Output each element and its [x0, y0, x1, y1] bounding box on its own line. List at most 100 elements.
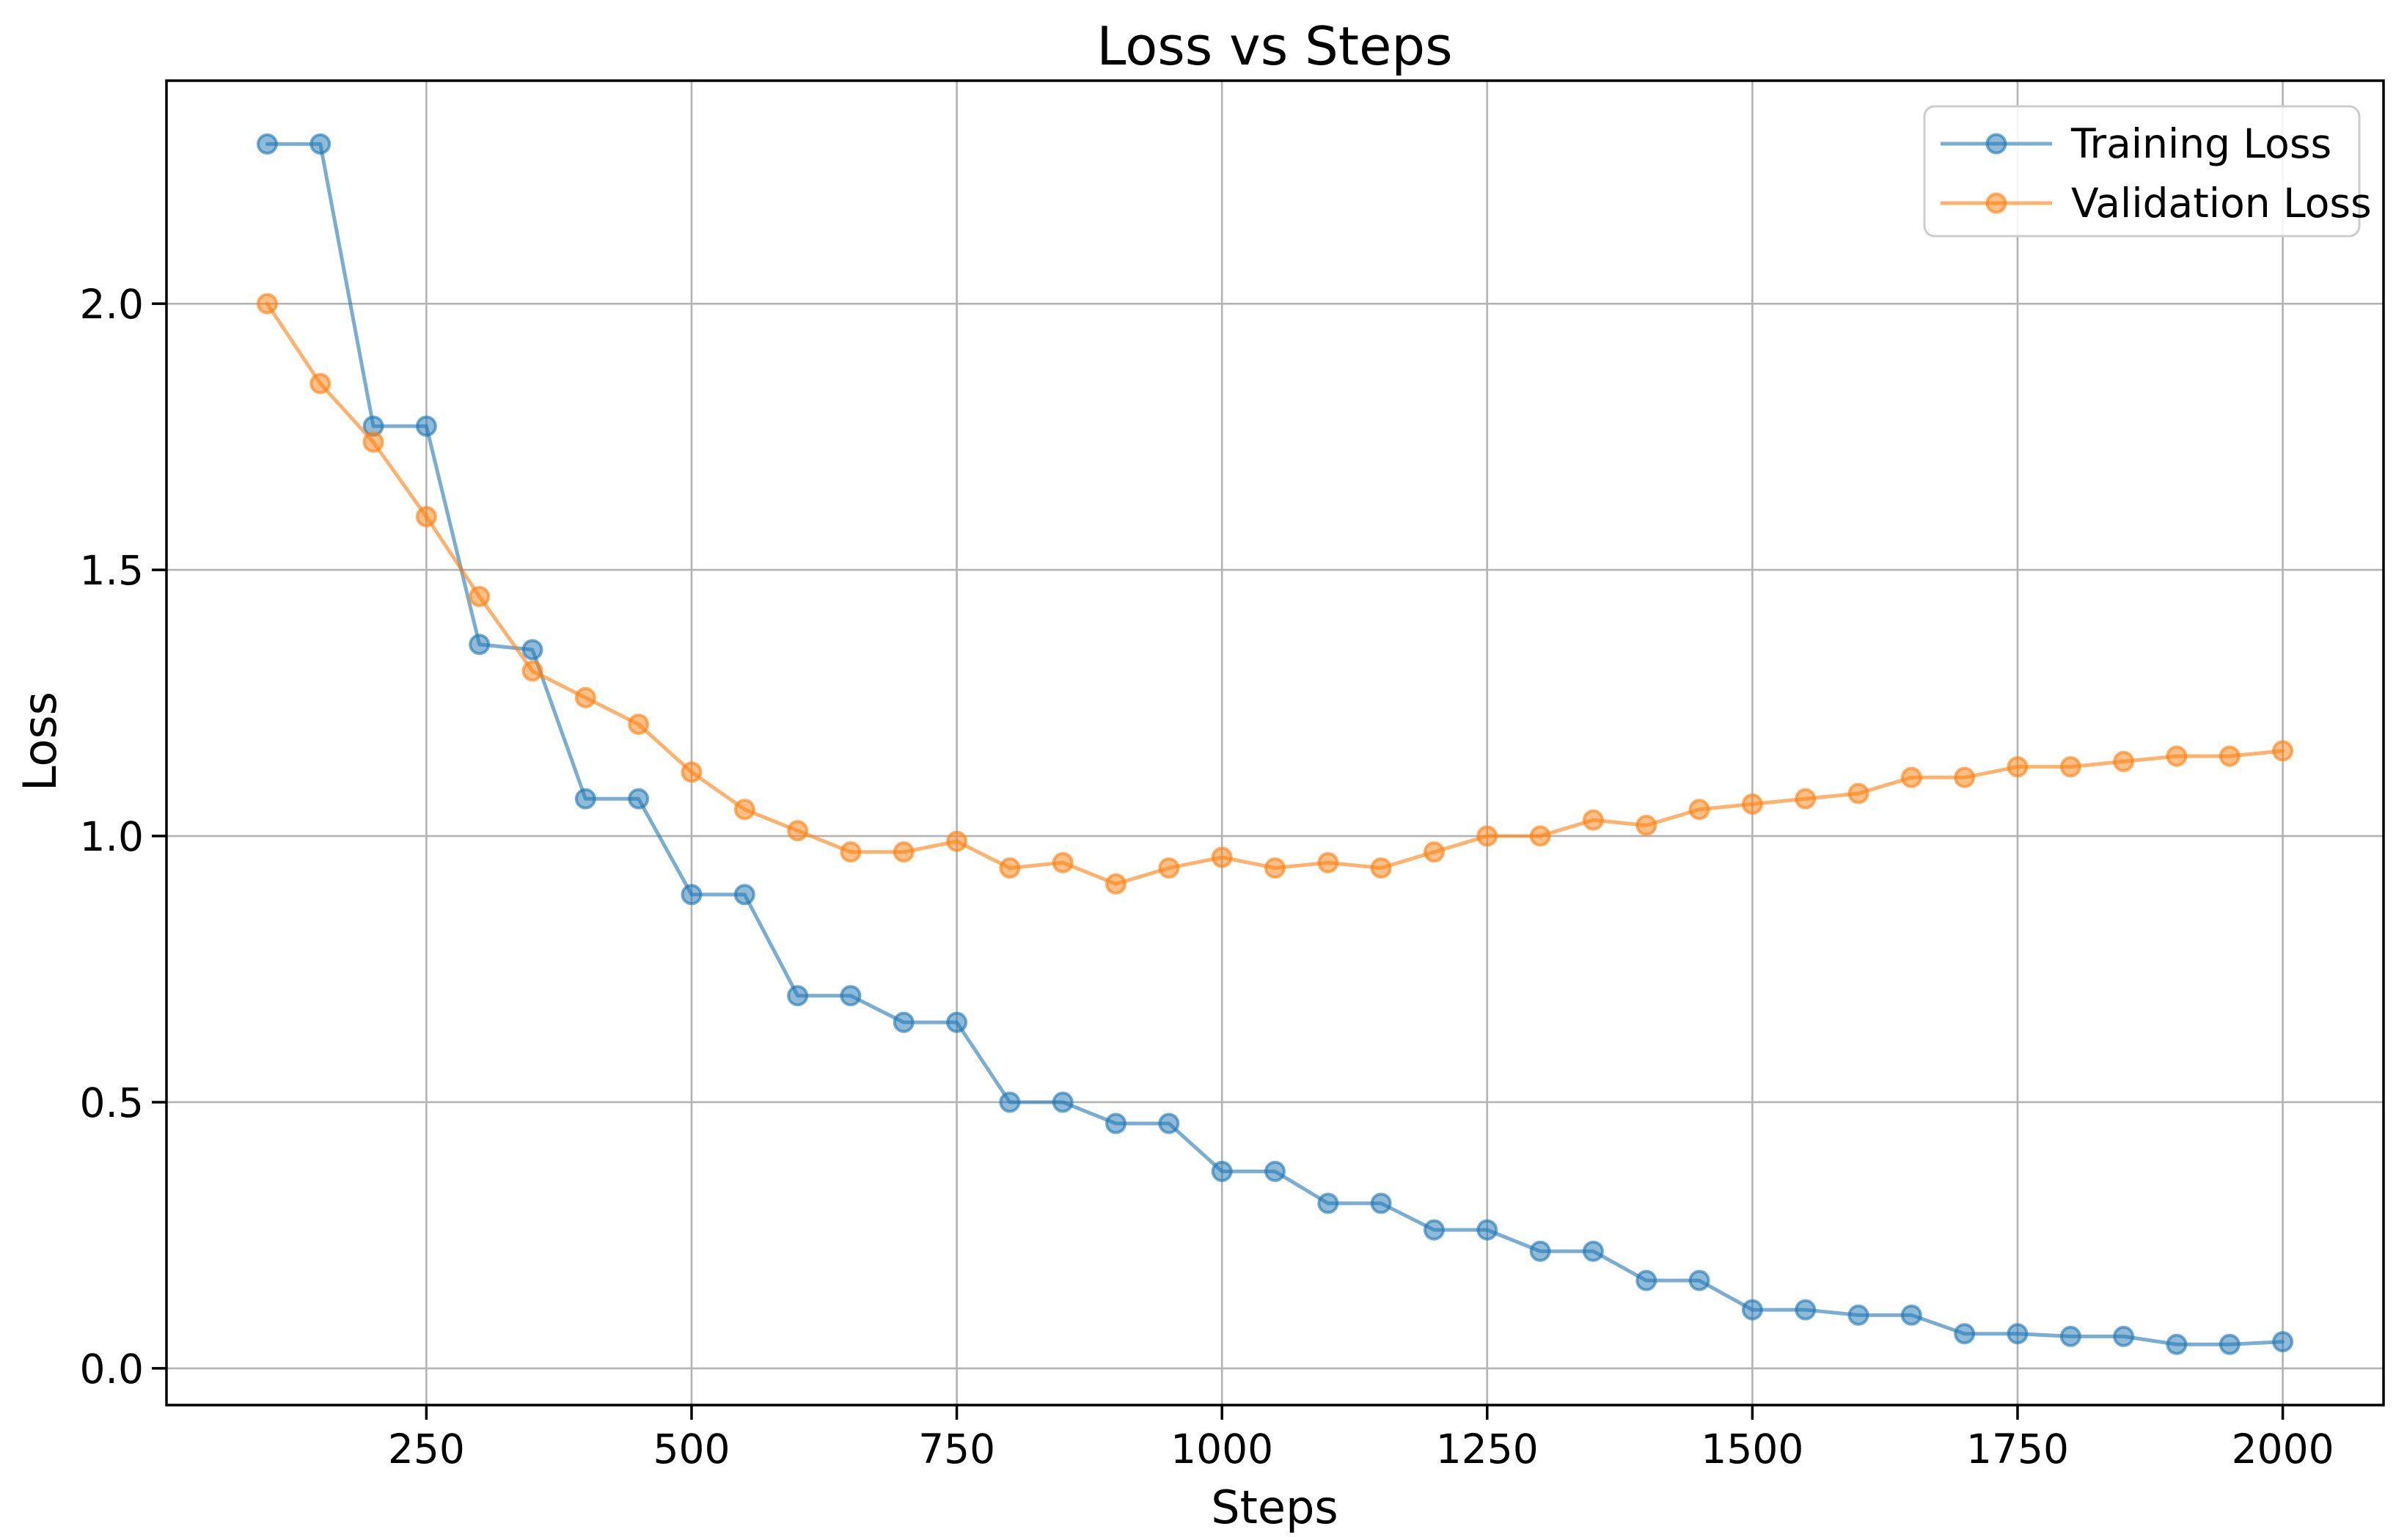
data-point-marker [733, 884, 755, 906]
data-point-marker [1052, 1091, 1074, 1113]
data-point-marker [415, 415, 437, 437]
data-point-marker [1741, 793, 1763, 815]
legend-marker-icon [1985, 133, 2007, 155]
gridlines [166, 81, 2384, 1405]
data-point-marker [999, 857, 1021, 879]
data-point-marker [1847, 782, 1869, 804]
x-tick-label: 1000 [1170, 1426, 1273, 1473]
data-point-marker [1158, 1112, 1180, 1134]
data-point-marker [1529, 1240, 1551, 1262]
data-point-marker [521, 639, 543, 661]
data-point-marker [1582, 1240, 1604, 1262]
data-point-marker [840, 985, 862, 1007]
data-point-marker [1317, 851, 1339, 873]
data-point-marker [1211, 846, 1233, 868]
data-point-marker [681, 884, 703, 906]
data-point-marker [628, 788, 650, 810]
data-point-marker [574, 788, 596, 810]
data-point-marker [469, 585, 491, 607]
data-point-marker [2219, 1333, 2241, 1355]
data-point-marker [256, 293, 278, 315]
data-series [256, 133, 2294, 1355]
data-point-marker [893, 1011, 915, 1033]
x-tick-label: 1750 [1966, 1426, 2069, 1473]
data-point-marker [1211, 1160, 1233, 1182]
y-tick-label: 1.5 [80, 547, 144, 594]
legend: Training Loss Validation Loss [1923, 105, 2372, 238]
data-point-marker [1635, 1269, 1657, 1291]
data-point-marker [2219, 745, 2241, 767]
data-point-marker [1370, 1192, 1392, 1214]
data-point-marker [469, 634, 491, 656]
data-point-marker [2166, 745, 2188, 767]
data-point-marker [840, 841, 862, 863]
legend-label: Validation Loss [2071, 180, 2372, 227]
data-point-marker [1954, 766, 1976, 788]
training-loss-markers [256, 133, 2294, 1355]
data-point-marker [2272, 1331, 2294, 1353]
legend-item-validation-loss: Validation Loss [1941, 180, 2372, 227]
data-point-marker [1476, 1219, 1498, 1241]
data-point-marker [893, 841, 915, 863]
data-point-marker [1795, 788, 1817, 810]
x-axis-label: Steps [1211, 1481, 1338, 1534]
x-tick-label: 250 [388, 1426, 465, 1473]
data-point-marker [1423, 841, 1445, 863]
data-point-marker [1052, 851, 1074, 873]
data-point-marker [999, 1091, 1021, 1113]
data-point-marker [1264, 857, 1286, 879]
data-point-marker [1529, 825, 1551, 847]
data-point-marker [946, 1011, 968, 1033]
data-point-marker [2059, 756, 2081, 778]
data-point-marker [2007, 756, 2029, 778]
data-point-marker [1582, 809, 1604, 831]
data-point-marker [628, 714, 650, 736]
data-point-marker [1317, 1192, 1339, 1214]
validation-loss-series [256, 293, 2294, 895]
data-point-marker [1741, 1299, 1763, 1321]
y-tick-label: 0.0 [80, 1346, 144, 1393]
data-point-marker [2059, 1325, 2081, 1347]
data-point-marker [309, 373, 331, 395]
chart-title: Loss vs Steps [1096, 15, 1452, 77]
data-point-marker [2113, 750, 2135, 772]
legend-item-training-loss: Training Loss [1941, 120, 2331, 167]
y-tick-label: 2.0 [80, 281, 144, 328]
data-point-marker [681, 761, 703, 783]
data-point-marker [1105, 873, 1127, 895]
data-point-marker [1847, 1304, 1869, 1326]
data-point-marker [256, 133, 278, 155]
axis-tick-labels: 250 500 750 1000 1250 1500 1750 2000 0.0 0.5 1.0 1.… [80, 281, 2334, 1473]
x-tick-label: 750 [918, 1426, 995, 1473]
data-point-marker [1264, 1160, 1286, 1182]
data-point-marker [2113, 1325, 2135, 1347]
data-point-marker [787, 985, 809, 1007]
training-loss-series [256, 133, 2294, 1355]
data-point-marker [1158, 857, 1180, 879]
data-point-marker [1795, 1299, 1817, 1321]
data-point-marker [946, 830, 968, 852]
data-point-marker [521, 660, 543, 682]
data-point-marker [787, 820, 809, 842]
data-point-marker [1900, 766, 1922, 788]
x-tick-label: 500 [653, 1426, 730, 1473]
validation-loss-line [265, 301, 2285, 886]
data-point-marker [2272, 740, 2294, 762]
data-point-marker [1954, 1323, 1976, 1345]
data-point-marker [362, 431, 384, 453]
data-point-marker [1688, 799, 1710, 821]
y-axis-label: Loss [13, 692, 67, 791]
legend-label: Training Loss [2070, 120, 2331, 167]
x-tick-label: 1500 [1701, 1426, 1803, 1473]
data-point-marker [1900, 1304, 1922, 1326]
data-point-marker [1105, 1112, 1127, 1134]
y-tick-label: 1.0 [80, 813, 144, 860]
x-tick-label: 1250 [1436, 1426, 1539, 1473]
data-point-marker [309, 133, 331, 155]
data-point-marker [1370, 857, 1392, 879]
data-point-marker [1423, 1219, 1445, 1241]
data-point-marker [1688, 1269, 1710, 1291]
data-point-marker [2007, 1323, 2029, 1345]
